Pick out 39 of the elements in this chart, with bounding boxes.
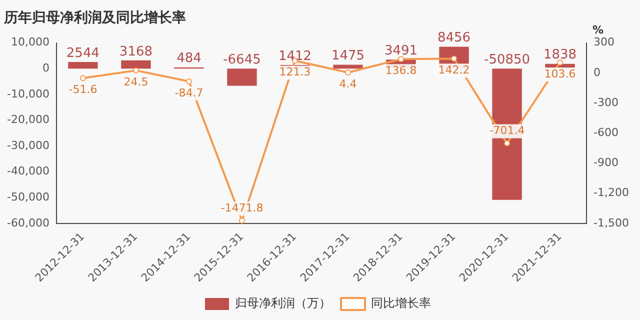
data-label: 1475 <box>331 48 365 64</box>
legend-label: 同比增长率 <box>371 296 431 310</box>
data-label: 2544 <box>66 46 100 61</box>
data-label: 1412 <box>278 48 312 64</box>
data-label: 136.8 <box>385 64 417 78</box>
y2-tick-label: -300 <box>594 96 619 109</box>
y-tick-label: -40,000 <box>6 164 50 178</box>
y2-tick-label: -900 <box>594 156 619 170</box>
chart-title: 历年归母净利润及同比增长率 <box>3 9 186 26</box>
data-label: 4.4 <box>339 77 357 90</box>
data-label: -701.4 <box>489 124 525 138</box>
y-tick-label: -50,000 <box>6 190 50 204</box>
y-tick-label: 0 <box>42 61 50 74</box>
data-label: 484 <box>176 51 202 66</box>
y2-tick-label: -600 <box>594 126 619 139</box>
y2-axis-title: % <box>592 24 604 37</box>
data-label: 24.5 <box>124 75 148 88</box>
y2-tick-label: -1,500 <box>594 216 630 230</box>
y-tick-label: -10,000 <box>6 87 50 100</box>
y2-tick-label: 0 <box>594 66 601 79</box>
data-label: -1471.8 <box>220 201 264 214</box>
y2-tick-label: 300 <box>594 36 615 49</box>
y2-tick-label: -1,200 <box>594 186 630 200</box>
y-tick-label: 10,000 <box>10 36 50 49</box>
data-label: -84.7 <box>174 86 204 100</box>
data-label: 3491 <box>384 43 418 58</box>
data-label: -51.6 <box>68 82 98 96</box>
data-label: 121.3 <box>279 66 311 79</box>
y-tick-label: -20,000 <box>6 113 50 126</box>
data-label: -50850 <box>484 52 530 68</box>
data-label: 142.2 <box>438 64 470 76</box>
data-label: -6645 <box>223 52 261 68</box>
y-tick-label: -30,000 <box>6 138 50 152</box>
data-label: 103.6 <box>544 67 576 80</box>
data-label: 8456 <box>437 30 471 46</box>
legend-label: 归母净利润（万） <box>235 296 331 310</box>
data-label: 3168 <box>119 44 153 60</box>
y-tick-label: -60,000 <box>6 216 50 230</box>
data-label: 1838 <box>543 48 577 63</box>
